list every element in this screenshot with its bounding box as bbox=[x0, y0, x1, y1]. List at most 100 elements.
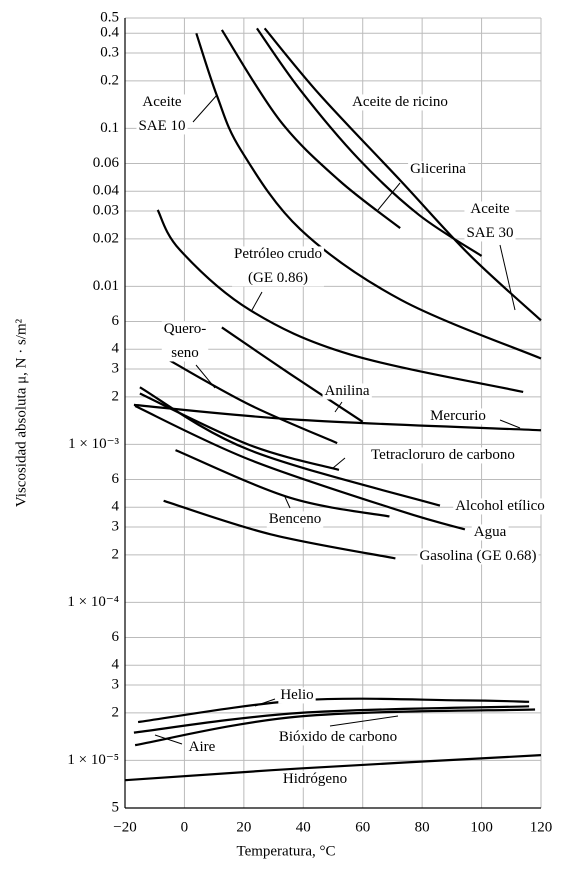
y-tick-label: 0.03 bbox=[93, 202, 119, 218]
label-background bbox=[464, 201, 516, 242]
y-tick-label: 0.4 bbox=[100, 25, 119, 41]
x-tick-label: 60 bbox=[355, 819, 370, 835]
series-label: Aceite SAE 30 bbox=[466, 201, 513, 241]
leader-line bbox=[499, 244, 516, 311]
series-label: Benceno bbox=[269, 511, 321, 527]
leader-line bbox=[251, 291, 263, 311]
series-line bbox=[220, 29, 401, 229]
y-tick-label: 2 bbox=[112, 546, 120, 562]
y-tick-label: 0.02 bbox=[93, 230, 119, 246]
series-line bbox=[133, 705, 530, 734]
y-tick-label: 0.3 bbox=[100, 44, 119, 60]
series-line bbox=[134, 405, 466, 531]
series-label: Mercurio bbox=[430, 408, 486, 424]
y-tick-label: 0.2 bbox=[100, 72, 119, 88]
label-background bbox=[350, 94, 450, 111]
label-background bbox=[471, 524, 509, 541]
y-tick-label: 0.5 bbox=[100, 9, 119, 25]
label-background bbox=[186, 739, 218, 756]
label-background bbox=[136, 94, 188, 135]
y-tick-label: 6 bbox=[112, 471, 120, 487]
leader-line bbox=[499, 419, 521, 429]
series-line bbox=[256, 27, 483, 257]
x-tick-label: 120 bbox=[530, 819, 553, 835]
x-tick-label: −20 bbox=[113, 819, 136, 835]
leader-line bbox=[329, 715, 399, 727]
series-line bbox=[139, 392, 340, 471]
x-tick-label: 40 bbox=[296, 819, 311, 835]
label-background bbox=[428, 408, 488, 425]
series-label: Alcohol etílico bbox=[455, 498, 545, 514]
y-tick-label: 2 bbox=[112, 388, 120, 404]
label-background bbox=[417, 548, 539, 565]
series-label: Helio bbox=[280, 687, 313, 703]
y-axis-label: Viscosidad absoluta μ, N · s/m² bbox=[13, 318, 29, 507]
label-background bbox=[232, 246, 324, 287]
series-line bbox=[124, 754, 542, 782]
leader-line bbox=[154, 734, 183, 745]
label-background bbox=[276, 729, 400, 746]
label-background bbox=[369, 447, 517, 464]
y-tick-label: 4 bbox=[112, 499, 120, 515]
series-label: Agua bbox=[474, 524, 507, 540]
series-label: Aceite de ricino bbox=[352, 94, 448, 110]
x-tick-label: 20 bbox=[236, 819, 251, 835]
y-tick-label: 3 bbox=[112, 518, 120, 534]
series-line bbox=[163, 499, 396, 560]
y-tick-label: 1 × 10⁻⁴ bbox=[67, 594, 119, 610]
leader-line bbox=[332, 457, 346, 469]
series-label: Bióxido de carbono bbox=[279, 729, 397, 745]
series-line bbox=[221, 326, 364, 423]
series-label: Aceite SAE 10 bbox=[138, 94, 185, 134]
label-background bbox=[161, 321, 209, 362]
x-tick-label: 100 bbox=[470, 819, 493, 835]
x-axis-label: Temperatura, °C bbox=[236, 843, 335, 859]
series-line bbox=[156, 209, 524, 393]
series-label: Anilina bbox=[325, 383, 370, 399]
y-tick-label: 2 bbox=[112, 704, 120, 720]
y-tick-label: 1 × 10⁻³ bbox=[68, 436, 119, 452]
leader-line bbox=[377, 182, 401, 211]
leader-line bbox=[254, 698, 276, 707]
series-label: Petróleo crudo (GE 0.86) bbox=[234, 246, 322, 286]
series-line bbox=[263, 27, 542, 322]
y-tick-label: 0.1 bbox=[100, 120, 119, 136]
series-label: Tetracloruro de carbono bbox=[371, 447, 515, 463]
series-line bbox=[133, 403, 542, 432]
y-tick-label: 1 × 10⁻⁵ bbox=[67, 752, 119, 768]
leader-line bbox=[334, 401, 343, 413]
series-line bbox=[139, 386, 441, 507]
y-tick-label: 3 bbox=[112, 360, 120, 376]
y-tick-label: 4 bbox=[112, 341, 120, 357]
y-tick-label: 5 bbox=[112, 799, 120, 815]
label-background bbox=[280, 771, 350, 788]
y-tick-label: 0.06 bbox=[93, 155, 120, 171]
label-background bbox=[278, 687, 316, 704]
x-tick-label: 0 bbox=[181, 819, 189, 835]
leader-line bbox=[284, 496, 291, 509]
label-background bbox=[453, 498, 547, 515]
y-tick-label: 6 bbox=[112, 629, 120, 645]
series-line bbox=[169, 359, 338, 445]
series-label: Glicerina bbox=[410, 161, 466, 177]
y-tick-label: 6 bbox=[112, 313, 120, 329]
y-tick-label: 3 bbox=[112, 676, 120, 692]
label-background bbox=[266, 511, 324, 528]
x-tick-label: 80 bbox=[415, 819, 430, 835]
leader-line bbox=[195, 364, 216, 389]
y-tick-label: 0.01 bbox=[93, 278, 119, 294]
series-label: Gasolina (GE 0.68) bbox=[419, 548, 536, 564]
y-tick-label: 4 bbox=[112, 657, 120, 673]
label-background bbox=[322, 383, 372, 400]
series-label: Hidrógeno bbox=[283, 771, 347, 787]
series-line bbox=[134, 708, 536, 747]
leader-line bbox=[192, 94, 218, 123]
series-line bbox=[195, 32, 542, 360]
series-line bbox=[175, 449, 390, 518]
series-line bbox=[137, 697, 530, 724]
series-label: Aire bbox=[189, 739, 216, 755]
y-tick-label: 0.04 bbox=[93, 183, 120, 199]
label-background bbox=[408, 161, 469, 178]
series-label: Quero-seno bbox=[164, 321, 206, 361]
